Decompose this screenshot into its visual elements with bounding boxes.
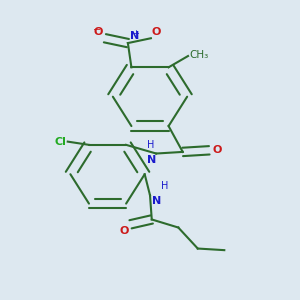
Text: N: N (152, 196, 161, 206)
Text: O: O (152, 27, 161, 37)
Text: Cl: Cl (54, 136, 66, 147)
Text: O: O (119, 226, 129, 236)
Text: N: N (147, 155, 156, 165)
Text: O: O (94, 27, 103, 37)
Text: CH₃: CH₃ (190, 50, 209, 60)
Text: +: + (132, 29, 139, 38)
Text: O: O (212, 145, 221, 155)
Text: H: H (147, 140, 154, 150)
Text: −: − (93, 25, 101, 35)
Text: H: H (160, 182, 168, 191)
Text: N: N (130, 32, 139, 41)
